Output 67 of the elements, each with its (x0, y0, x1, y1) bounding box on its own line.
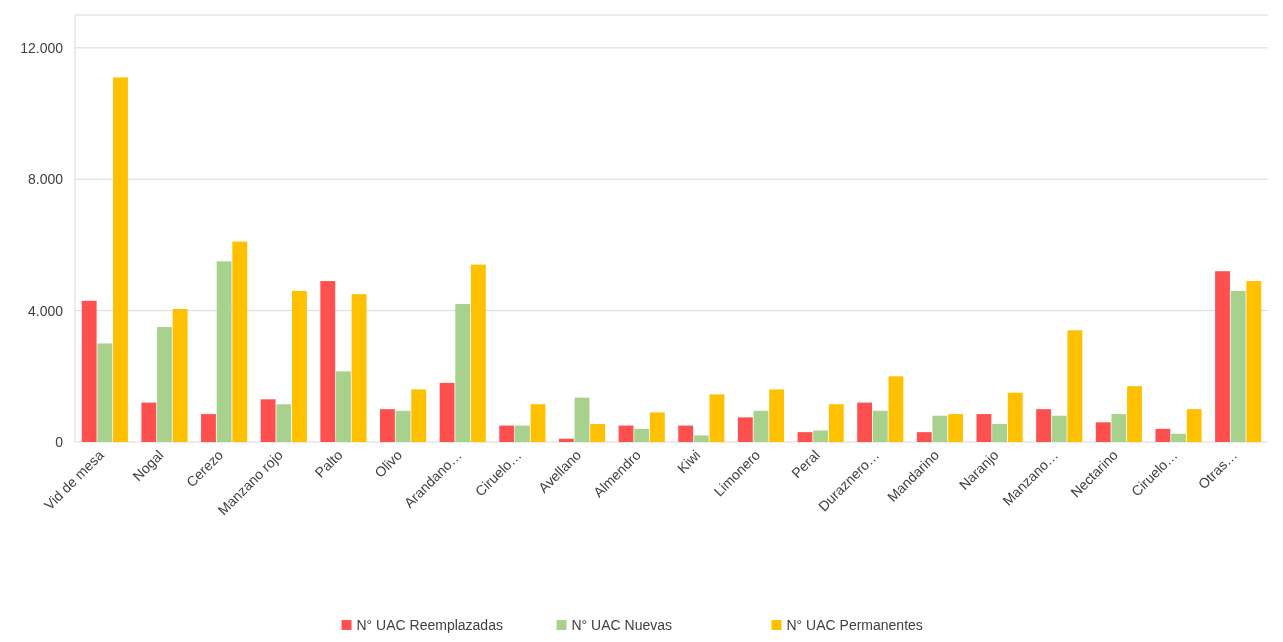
bar (558, 438, 574, 442)
bar (737, 417, 753, 442)
y-tick-label: 12.000 (20, 39, 64, 56)
y-tick-label: 0 (55, 433, 64, 450)
bar (81, 300, 97, 442)
bar (157, 327, 172, 442)
bar (216, 261, 232, 442)
bar (141, 402, 157, 442)
bar (1095, 422, 1111, 442)
bar (276, 404, 292, 442)
bar (530, 404, 546, 442)
bar (232, 241, 248, 442)
bar (932, 415, 948, 442)
bar (1155, 428, 1171, 442)
y-tick-label: 4.000 (27, 302, 64, 319)
bar (411, 389, 427, 442)
bar (1127, 386, 1142, 442)
bar (828, 404, 844, 442)
bar (499, 425, 515, 442)
y-tick-label: 8.000 (27, 171, 64, 188)
bar (888, 376, 904, 442)
bar (172, 308, 188, 442)
bar (992, 423, 1008, 442)
bar (380, 409, 395, 442)
bar (439, 382, 455, 442)
bar (574, 397, 590, 442)
bar (976, 414, 992, 442)
bar (872, 410, 888, 442)
bar (857, 402, 873, 442)
bar (1111, 414, 1127, 442)
bar (753, 410, 769, 442)
bar (1246, 281, 1262, 442)
bar (455, 304, 471, 442)
bar (1186, 409, 1202, 442)
bar (649, 412, 665, 442)
bar (514, 425, 530, 442)
bar (916, 432, 932, 442)
bar (678, 425, 694, 442)
bar (590, 423, 606, 442)
bar (948, 414, 963, 442)
legend-label: N° UAC Permanentes (786, 617, 923, 633)
bar (470, 264, 486, 442)
bar (634, 428, 650, 442)
bar (201, 414, 216, 442)
bar (335, 371, 351, 442)
bar (693, 435, 709, 442)
bar (1171, 433, 1186, 442)
bar (351, 294, 367, 442)
bar (260, 399, 276, 442)
bar (395, 410, 411, 442)
legend-label: N° UAC Reemplazadas (356, 617, 503, 633)
bar (813, 430, 829, 442)
bar (1215, 271, 1230, 442)
bar (97, 343, 113, 442)
bar (769, 389, 785, 442)
bar (618, 425, 634, 442)
bar (291, 290, 307, 442)
legend-label: N° UAC Nuevas (571, 617, 673, 633)
bar (1007, 392, 1023, 442)
bar (797, 432, 813, 442)
bar (1036, 409, 1052, 442)
bar (1067, 330, 1083, 442)
bar (1230, 290, 1246, 442)
bar (709, 394, 725, 442)
bar (320, 281, 336, 442)
bar (113, 77, 128, 442)
bar (1051, 415, 1067, 442)
